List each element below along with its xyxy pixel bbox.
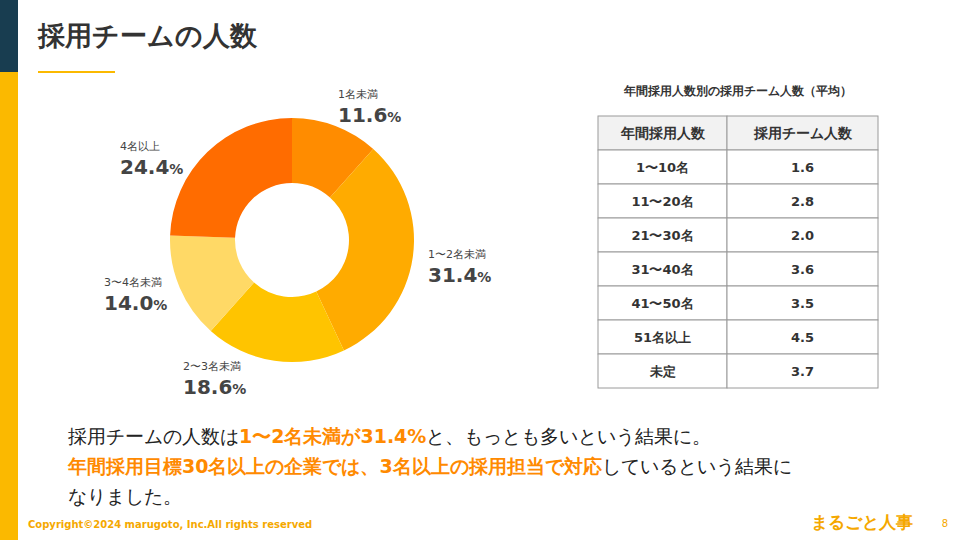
svg-text:14.0%: 14.0%	[104, 291, 167, 315]
svg-text:41〜50名: 41〜50名	[631, 296, 693, 311]
svg-text:なりました。: なりました。	[68, 485, 182, 507]
svg-text:21〜30名: 21〜30名	[631, 228, 693, 243]
svg-text:Copyright©2024 marugoto, Inc.A: Copyright©2024 marugoto, Inc.All rights …	[28, 519, 312, 530]
svg-text:3.5: 3.5	[791, 296, 814, 311]
svg-text:未定: 未定	[649, 364, 676, 379]
svg-text:採用チームの人数は1〜2名未満が31.4%と、もっとも多いと: 採用チームの人数は1〜2名未満が31.4%と、もっとも多いという結果に。	[68, 425, 711, 447]
svg-text:31.4%: 31.4%	[428, 263, 491, 287]
svg-text:51名以上: 51名以上	[634, 330, 691, 345]
svg-text:8: 8	[942, 518, 948, 529]
svg-text:24.4%: 24.4%	[120, 155, 183, 179]
svg-text:4名以上: 4名以上	[120, 140, 160, 153]
svg-text:4.5: 4.5	[791, 330, 814, 345]
svg-text:2.0: 2.0	[791, 228, 814, 243]
svg-text:1〜10名: 1〜10名	[636, 160, 689, 175]
svg-text:採用チーム人数: 採用チーム人数	[753, 125, 853, 141]
svg-text:11.6%: 11.6%	[338, 103, 401, 127]
svg-text:1名未満: 1名未満	[338, 88, 378, 101]
svg-text:採用チームの人数: 採用チームの人数	[37, 20, 258, 51]
svg-text:3.6: 3.6	[791, 262, 814, 277]
svg-text:1.6: 1.6	[791, 160, 814, 175]
svg-text:31〜40名: 31〜40名	[631, 262, 693, 277]
svg-text:3〜4名未満: 3〜4名未満	[104, 276, 162, 289]
svg-text:11〜20名: 11〜20名	[631, 194, 693, 209]
svg-text:1〜2名未満: 1〜2名未満	[428, 248, 486, 261]
svg-text:2〜3名未満: 2〜3名未満	[183, 360, 241, 373]
svg-text:年間採用人数別の採用チーム人数（平均）: 年間採用人数別の採用チーム人数（平均）	[623, 84, 852, 98]
svg-text:年間採用人数: 年間採用人数	[620, 125, 706, 141]
svg-text:まるごと人事: まるごと人事	[811, 512, 913, 532]
svg-text:3.7: 3.7	[791, 364, 814, 379]
svg-text:18.6%: 18.6%	[183, 375, 246, 399]
svg-text:年間採用目標30名以上の企業では、3名以上の採用担当で対応し: 年間採用目標30名以上の企業では、3名以上の採用担当で対応しているという結果に	[67, 455, 792, 477]
svg-text:2.8: 2.8	[791, 194, 814, 209]
